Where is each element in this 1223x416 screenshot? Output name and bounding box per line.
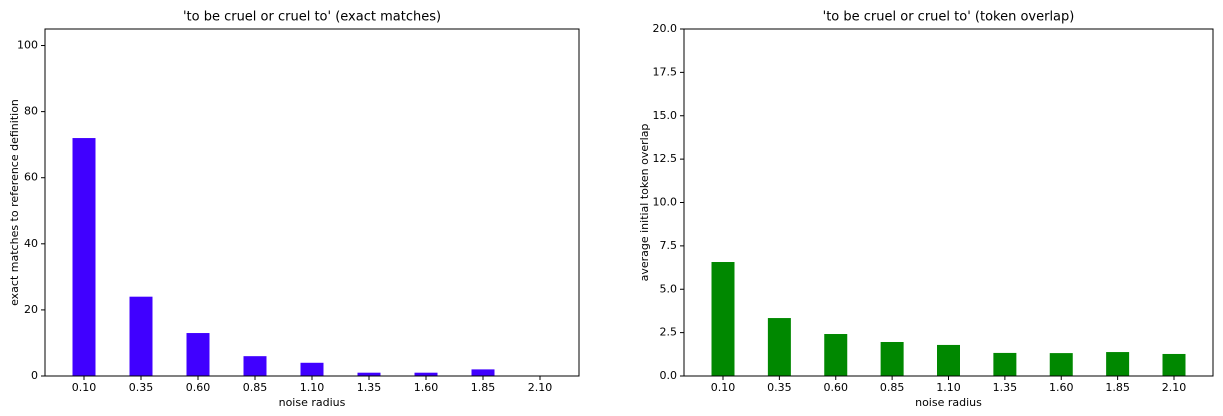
- x-tick-label: 0.60: [186, 381, 211, 394]
- x-tick-label: 1.10: [300, 381, 325, 394]
- x-axis-label: noise radius: [279, 396, 346, 409]
- y-tick-label: 80: [24, 105, 38, 118]
- bar: [300, 362, 324, 376]
- y-tick-label: 10.0: [653, 196, 678, 209]
- bar: [711, 262, 735, 376]
- x-axis-label: noise radius: [915, 396, 982, 409]
- x-tick-label: 1.60: [414, 381, 439, 394]
- x-tick-label: 0.85: [880, 381, 905, 394]
- y-axis-label: average initial token overlap: [638, 124, 651, 282]
- y-tick-label: 12.5: [653, 152, 678, 165]
- x-tick-label: 1.60: [1049, 381, 1074, 394]
- y-tick-label: 100: [17, 39, 38, 52]
- axes-frame: [683, 28, 1214, 377]
- bar: [471, 369, 495, 376]
- bar: [993, 352, 1017, 376]
- chart-title: 'to be cruel or cruel to' (token overlap…: [823, 10, 1075, 25]
- y-tick-label: 2.5: [660, 326, 678, 339]
- bar: [937, 344, 960, 376]
- bar: [1106, 352, 1130, 376]
- y-tick-label: 40: [24, 237, 38, 250]
- bar: [880, 341, 904, 376]
- bar: [72, 138, 96, 376]
- y-tick-label: 5.0: [660, 282, 678, 295]
- bar: [1049, 353, 1073, 376]
- x-tick-label: 2.10: [1162, 381, 1187, 394]
- y-tick-label: 15.0: [653, 109, 678, 122]
- x-tick-label: 1.85: [471, 381, 496, 394]
- x-tick-label: 0.10: [72, 381, 97, 394]
- x-tick-label: 0.35: [767, 381, 792, 394]
- x-tick-label: 0.10: [711, 381, 736, 394]
- x-tick-label: 2.10: [528, 381, 553, 394]
- x-tick-label: 1.35: [993, 381, 1018, 394]
- chart-title: 'to be cruel or cruel to' (exact matches…: [183, 10, 441, 25]
- bar: [129, 296, 153, 376]
- bar: [186, 333, 210, 376]
- y-tick-label: 0: [31, 369, 38, 382]
- x-tick-label: 0.60: [824, 381, 849, 394]
- bar: [414, 372, 438, 376]
- x-tick-label: 1.85: [1105, 381, 1130, 394]
- axes-frame: [44, 28, 580, 377]
- y-tick-label: 7.5: [660, 239, 678, 252]
- bar: [824, 334, 848, 376]
- y-tick-label: 20.0: [653, 22, 678, 35]
- y-tick-label: 60: [24, 171, 38, 184]
- x-tick-label: 1.35: [357, 381, 382, 394]
- bar: [1162, 353, 1186, 376]
- bar: [357, 372, 381, 376]
- bar: [767, 318, 791, 376]
- bar: [243, 356, 267, 376]
- x-tick-label: 0.85: [243, 381, 268, 394]
- x-tick-label: 1.10: [936, 381, 961, 394]
- y-tick-label: 0.0: [660, 369, 678, 382]
- y-tick-label: 17.5: [653, 65, 678, 78]
- x-tick-label: 0.35: [129, 381, 154, 394]
- y-axis-label: exact matches to reference definition: [8, 99, 21, 306]
- y-tick-label: 20: [24, 303, 38, 316]
